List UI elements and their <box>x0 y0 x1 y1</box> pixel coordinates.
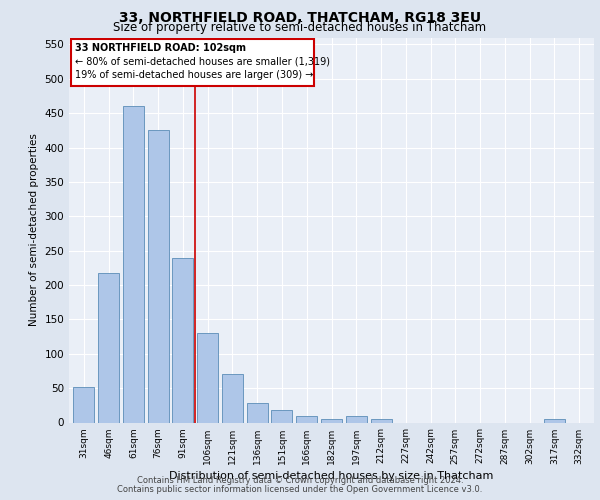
Bar <box>98 272 119 422</box>
Bar <box>544 419 565 422</box>
Bar <box>371 419 392 422</box>
Y-axis label: Number of semi-detached properties: Number of semi-detached properties <box>29 134 39 326</box>
Bar <box>148 130 169 422</box>
Bar <box>271 410 292 422</box>
Text: 33 NORTHFIELD ROAD: 102sqm: 33 NORTHFIELD ROAD: 102sqm <box>74 43 245 53</box>
Text: Contains public sector information licensed under the Open Government Licence v3: Contains public sector information licen… <box>118 485 482 494</box>
Bar <box>172 258 193 422</box>
Bar <box>222 374 243 422</box>
Text: 19% of semi-detached houses are larger (309) →: 19% of semi-detached houses are larger (… <box>74 70 313 80</box>
Text: Contains HM Land Registry data © Crown copyright and database right 2024.: Contains HM Land Registry data © Crown c… <box>137 476 463 485</box>
Text: ← 80% of semi-detached houses are smaller (1,319): ← 80% of semi-detached houses are smalle… <box>74 56 329 66</box>
Bar <box>197 333 218 422</box>
Bar <box>321 419 342 422</box>
Bar <box>123 106 144 422</box>
FancyBboxPatch shape <box>71 39 314 86</box>
Text: Size of property relative to semi-detached houses in Thatcham: Size of property relative to semi-detach… <box>113 22 487 35</box>
Bar <box>247 403 268 422</box>
Bar <box>296 416 317 422</box>
Text: 33, NORTHFIELD ROAD, THATCHAM, RG18 3EU: 33, NORTHFIELD ROAD, THATCHAM, RG18 3EU <box>119 11 481 25</box>
X-axis label: Distribution of semi-detached houses by size in Thatcham: Distribution of semi-detached houses by … <box>169 470 494 480</box>
Bar <box>73 387 94 422</box>
Bar <box>346 416 367 422</box>
